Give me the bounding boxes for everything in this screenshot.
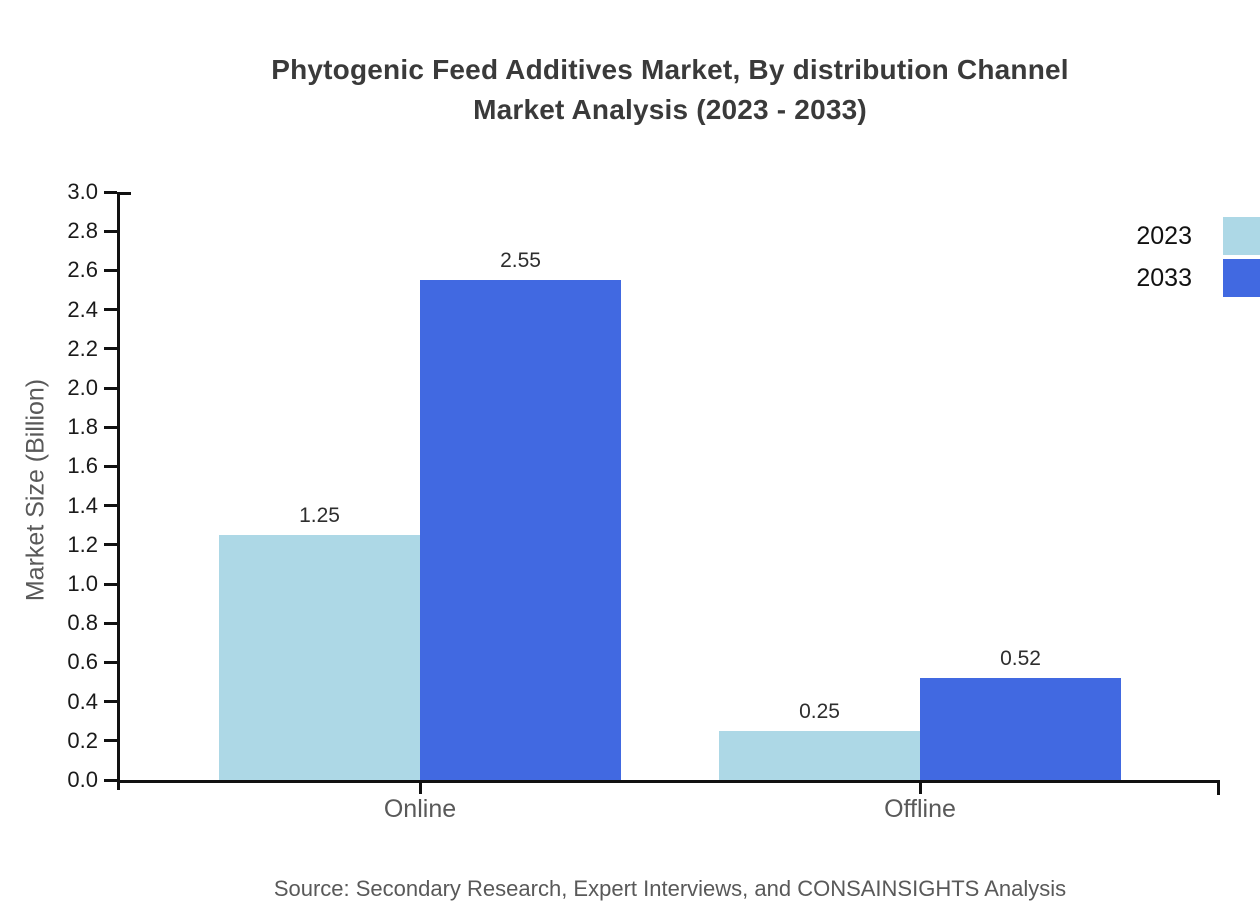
bar-value-label: 0.25: [799, 700, 840, 723]
y-axis-tick-label: 2.2: [67, 335, 98, 361]
y-axis-tick-label: 2.8: [67, 218, 98, 244]
x-axis-end-cap: [1217, 780, 1220, 795]
bar-value-label: 2.55: [500, 249, 541, 273]
y-axis-tick-label: 0.4: [67, 688, 98, 714]
y-axis-tick-label: 1.0: [67, 571, 98, 596]
y-axis-tick: [104, 425, 117, 429]
bar-offline-2023: [719, 731, 920, 780]
y-axis-line: [117, 192, 120, 790]
y-axis-tick-label: 2.6: [67, 257, 98, 283]
bar-value-label: 0.52: [1000, 647, 1041, 671]
y-axis-tick-label: 1.4: [67, 492, 98, 518]
y-axis-tick: [104, 308, 117, 312]
y-axis-tick: [104, 268, 117, 272]
y-axis-tick: [104, 229, 117, 233]
bar-value-label: 1.25: [299, 504, 340, 527]
y-axis-tick: [104, 386, 117, 390]
legend-label-2023: 2023: [1136, 221, 1192, 250]
bar-online-2023: [219, 535, 420, 780]
y-axis-tick: [104, 464, 117, 468]
bar-offline-2033: [920, 678, 1121, 780]
plot-area: 0.0 0.2 0.4 0.6 0.8 1.0 1.2 1.4 1.6 1.8 2.0 2.2 2.4 2…: [67, 179, 1220, 823]
y-axis-tick: [104, 660, 117, 664]
legend-swatch-2023: [1223, 217, 1260, 255]
y-axis-top-cap: [120, 192, 131, 195]
x-category-label-online: Online: [383, 795, 457, 823]
chart-title-line1: Phytogenic Feed Additives Market, By dis…: [271, 54, 1069, 85]
legend-swatch-2033: [1223, 259, 1260, 297]
chart-title-line2: Market Analysis (2023 - 2033): [473, 94, 867, 125]
y-axis-tick: [104, 700, 117, 704]
y-axis-tick: [104, 778, 117, 782]
y-axis-tick-label: 2.4: [67, 296, 98, 322]
chart-title: Phytogenic Feed Additives Market, By dis…: [120, 50, 1220, 130]
y-axis-tick: [104, 543, 117, 547]
x-category-label-offline: Offline: [884, 795, 956, 823]
legend-item-2023: 2023: [1136, 217, 1260, 255]
source-attribution: Source: Secondary Research, Expert Inter…: [273, 876, 1067, 901]
bar-online-2033: [420, 280, 621, 780]
y-axis-tick-label: 1.6: [67, 453, 98, 479]
legend-item-2033: 2033: [1136, 259, 1260, 297]
legend: 2023 2033: [1136, 217, 1260, 297]
y-axis-tick-label: 1.8: [67, 414, 98, 440]
y-axis-tick-label: 3.0: [67, 179, 98, 204]
y-axis-tick: [104, 739, 117, 743]
y-axis-tick-label: 0.0: [67, 767, 98, 792]
x-axis-tick: [418, 780, 422, 794]
y-axis-tick: [104, 582, 117, 586]
legend-label-2033: 2033: [1136, 263, 1192, 292]
y-axis-tick-label: 0.2: [67, 727, 98, 753]
y-axis-tick: [104, 190, 117, 194]
x-axis-line: [117, 780, 1220, 783]
y-axis-tick: [104, 504, 117, 508]
x-axis-tick: [918, 780, 922, 794]
y-axis-tick-label: 0.6: [67, 649, 98, 675]
y-axis-tick: [104, 621, 117, 625]
y-axis-tick-label: 1.2: [67, 531, 98, 557]
y-axis-tick-label: 0.8: [67, 610, 98, 636]
y-axis-tick-label: 2.0: [67, 375, 98, 400]
y-axis-tick: [104, 347, 117, 351]
